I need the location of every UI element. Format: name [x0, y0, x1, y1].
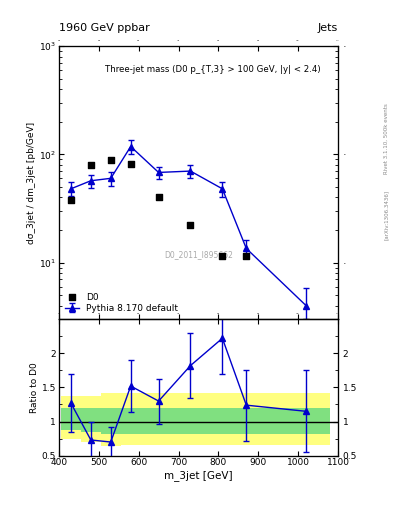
- Text: Rivet 3.1.10, 500k events: Rivet 3.1.10, 500k events: [384, 103, 389, 174]
- D0: [187, 221, 194, 229]
- Text: Jets: Jets: [318, 23, 338, 33]
- X-axis label: m_3jet [GeV]: m_3jet [GeV]: [164, 470, 233, 481]
- D0: [219, 252, 226, 260]
- Y-axis label: Ratio to D0: Ratio to D0: [30, 362, 39, 413]
- D0: [108, 156, 114, 164]
- D0: [88, 161, 94, 169]
- Text: 1960 GeV ppbar: 1960 GeV ppbar: [59, 23, 150, 33]
- D0: [243, 252, 250, 260]
- D0: [303, 318, 309, 327]
- Y-axis label: dσ_3jet / dm_3jet [pb/GeV]: dσ_3jet / dm_3jet [pb/GeV]: [28, 121, 37, 244]
- D0: [128, 160, 134, 168]
- Text: D0_2011_I895662: D0_2011_I895662: [164, 250, 233, 259]
- Legend: D0, Pythia 8.170 default: D0, Pythia 8.170 default: [63, 291, 180, 315]
- D0: [68, 196, 74, 204]
- Text: Three-jet mass (D0 p_{T,3} > 100 GeV, |y| < 2.4): Three-jet mass (D0 p_{T,3} > 100 GeV, |y…: [105, 65, 320, 74]
- Text: [arXiv:1306.3436]: [arXiv:1306.3436]: [384, 190, 389, 240]
- D0: [156, 194, 162, 202]
